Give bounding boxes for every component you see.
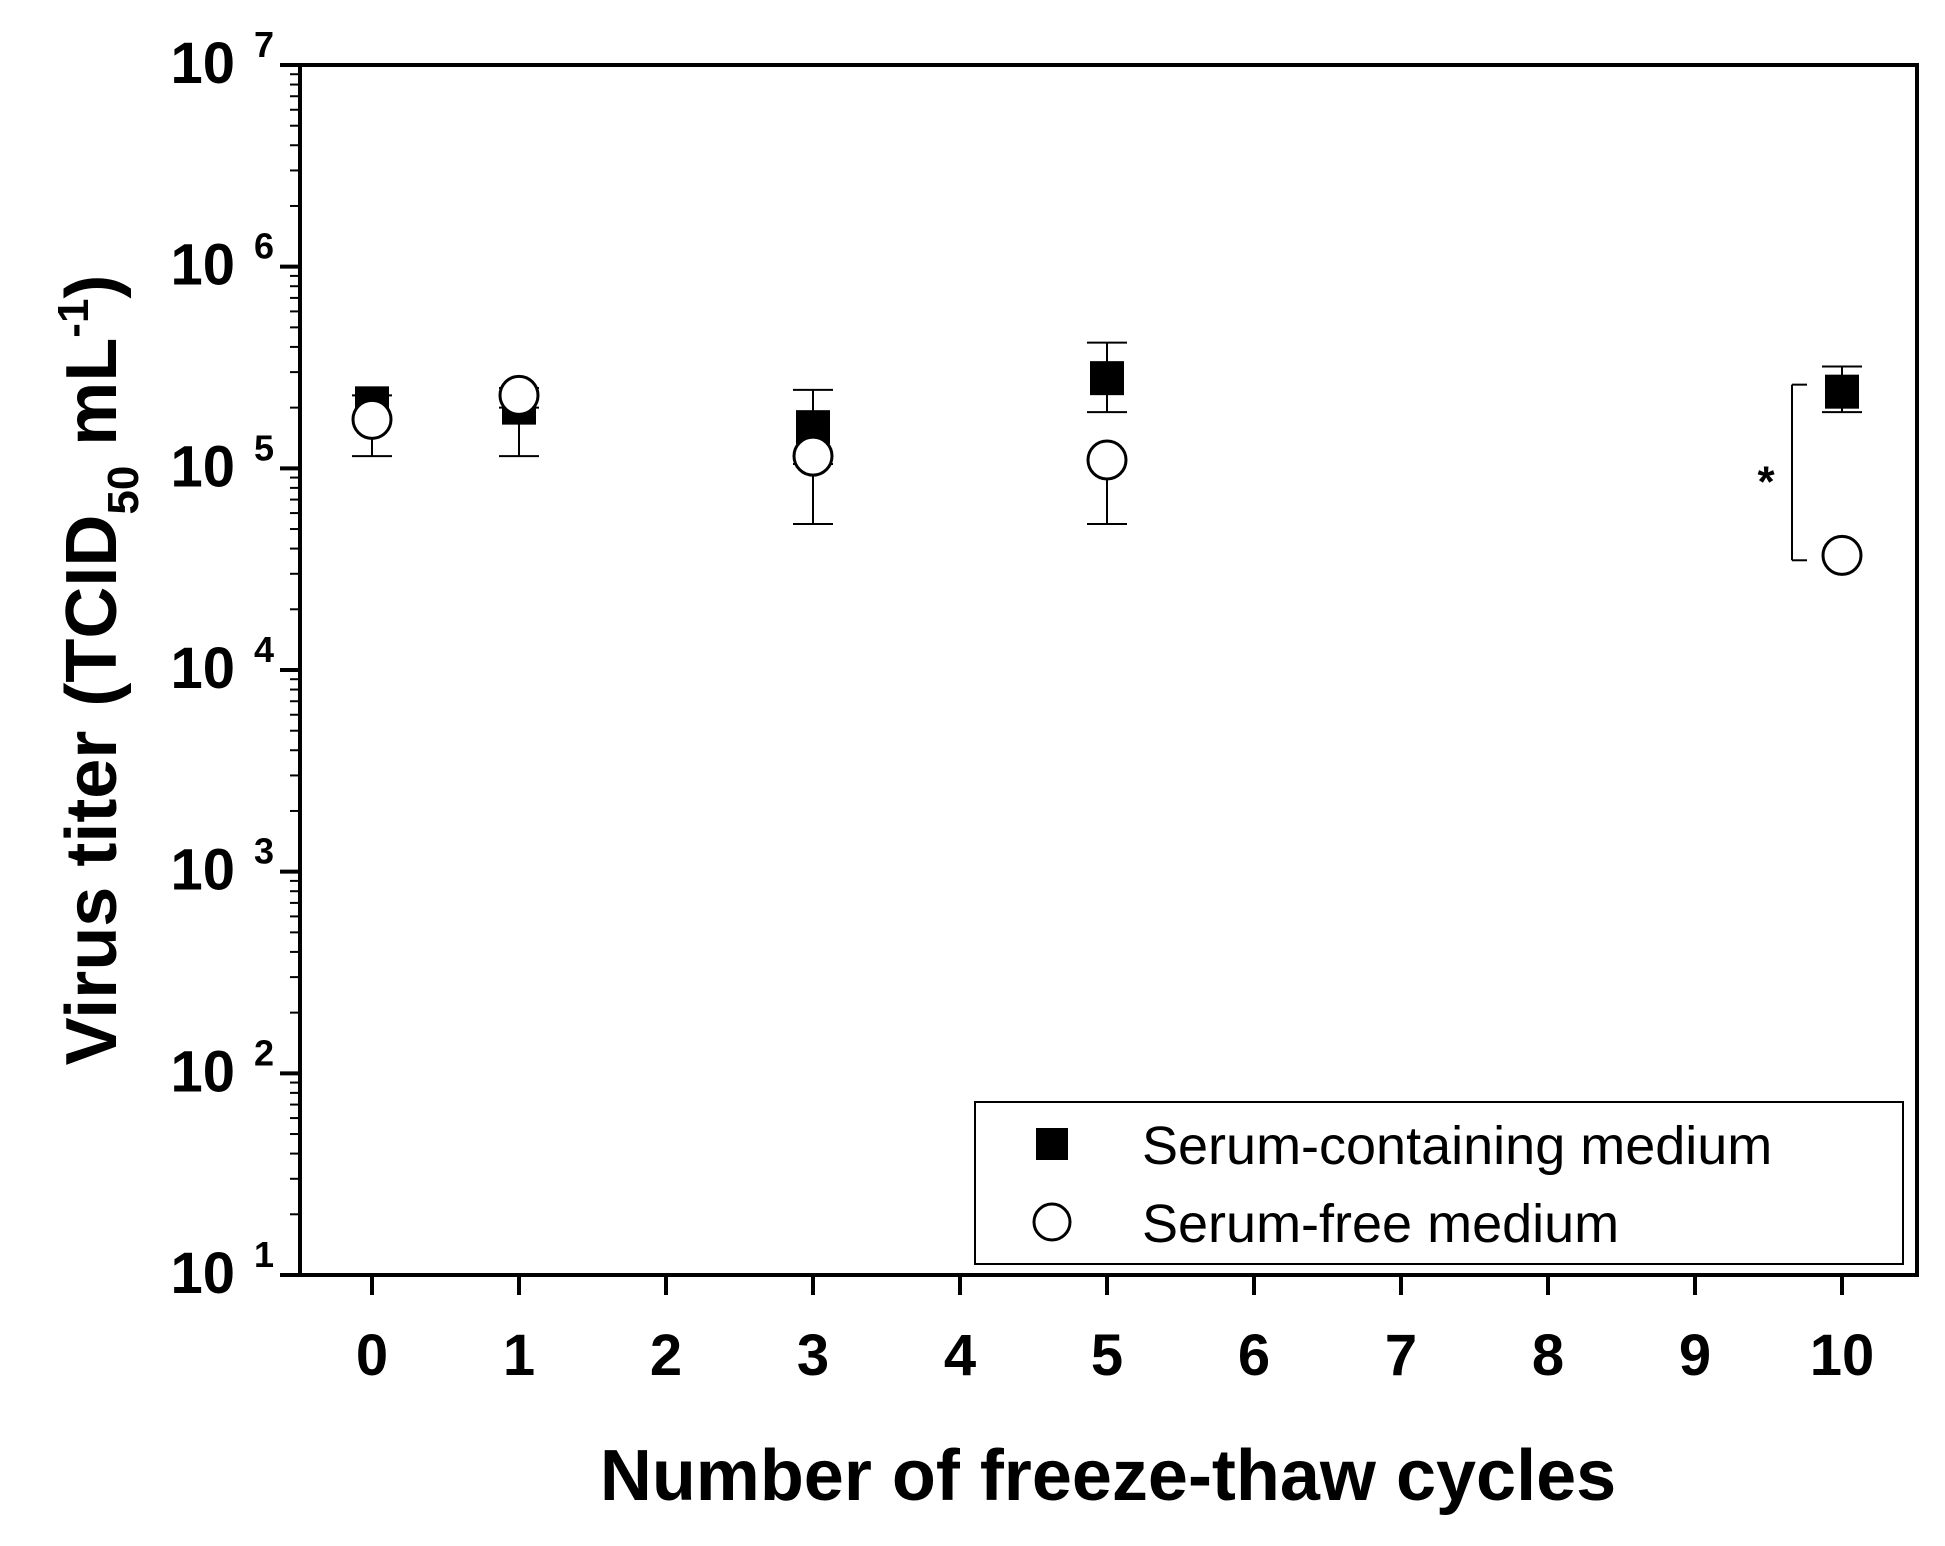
x-tick-label: 4 xyxy=(944,1323,976,1388)
y-tick-label: 10 xyxy=(170,1039,235,1104)
x-tick-label: 2 xyxy=(650,1323,682,1388)
y-tick-exponent: 7 xyxy=(254,24,274,65)
y-tick-label: 10 xyxy=(170,233,235,298)
y-tick-exponent: 2 xyxy=(254,1032,274,1073)
y-axis-title: Virus titer (TCID50 mL-1) xyxy=(49,275,148,1066)
y-axis-title-open-paren: ( xyxy=(52,683,132,707)
x-tick-label: 6 xyxy=(1238,1323,1270,1388)
data-point-serum-free xyxy=(1821,534,1863,576)
significance-marker: * xyxy=(1757,457,1775,506)
y-tick-base: 10 xyxy=(170,31,235,96)
legend-marker-serum-containing xyxy=(1036,1128,1068,1160)
data-point-serum-free xyxy=(792,435,834,477)
legend-box xyxy=(974,1101,1904,1265)
x-tick-label: 9 xyxy=(1679,1323,1711,1388)
y-tick-exponent: 5 xyxy=(254,427,274,468)
x-tick-label: 0 xyxy=(356,1323,388,1388)
x-ticks: 0 1 2 3 4 5 6 7 8 9 10 xyxy=(356,1275,1874,1388)
data-point-serum-free xyxy=(1086,439,1128,481)
y-tick-base: 10 xyxy=(170,1039,235,1104)
annotations: * xyxy=(1757,383,1807,562)
y-axis-title-unit: mL xyxy=(52,338,132,466)
y-tick-base: 10 xyxy=(170,1241,235,1306)
y-tick-label: 10 xyxy=(170,838,235,903)
y-axis-title-subscript: 50 xyxy=(99,466,148,515)
data-point-serum-free xyxy=(498,374,540,416)
y-minor-ticks xyxy=(290,73,300,1216)
y-tick-label: 10 xyxy=(170,434,235,499)
y-tick-label: 10 xyxy=(170,636,235,701)
x-tick-label: 10 xyxy=(1810,1323,1875,1388)
plot-frame xyxy=(298,63,1919,1277)
y-tick-exponent: 4 xyxy=(254,629,274,670)
y-tick-label: 10 xyxy=(170,31,235,96)
y-axis-title-main: TCID xyxy=(52,515,132,683)
y-tick-exponent: 3 xyxy=(254,831,274,872)
data-point-serum-containing xyxy=(1825,374,1859,409)
y-tick-exponent: 1 xyxy=(254,1234,274,1275)
x-tick-label: 3 xyxy=(797,1323,829,1388)
y-axis-title-prefix: Virus titer xyxy=(52,731,132,1066)
y-tick-base: 10 xyxy=(170,233,235,298)
y-major-ticks: 10 1 10 2 10 3 10 4 10 5 10 6 10 7 xyxy=(170,24,300,1306)
data-point-serum-containing xyxy=(1090,361,1124,396)
legend-label-serum-free: Serum-free medium xyxy=(1142,1194,1619,1254)
x-tick-label: 7 xyxy=(1385,1323,1417,1388)
legend-label-serum-containing: Serum-containing medium xyxy=(1142,1116,1772,1176)
y-tick-base: 10 xyxy=(170,838,235,903)
y-axis-title-close-paren: ) xyxy=(52,275,132,299)
y-tick-base: 10 xyxy=(170,434,235,499)
y-tick-exponent: 6 xyxy=(254,226,274,267)
y-tick-base: 10 xyxy=(170,636,235,701)
x-tick-label: 5 xyxy=(1091,1323,1123,1388)
data-point-serum-free xyxy=(351,398,393,440)
x-tick-label: 8 xyxy=(1532,1323,1564,1388)
legend-marker-serum-free xyxy=(1032,1202,1072,1242)
markers xyxy=(351,361,1863,576)
x-axis-title: Number of freeze-thaw cycles xyxy=(600,1436,1616,1516)
y-tick-label: 10 xyxy=(170,1241,235,1306)
x-tick-label: 1 xyxy=(503,1323,535,1388)
legend: Serum-containing medium Serum-free mediu… xyxy=(974,1101,1904,1265)
y-axis-title-superscript: -1 xyxy=(49,299,98,338)
